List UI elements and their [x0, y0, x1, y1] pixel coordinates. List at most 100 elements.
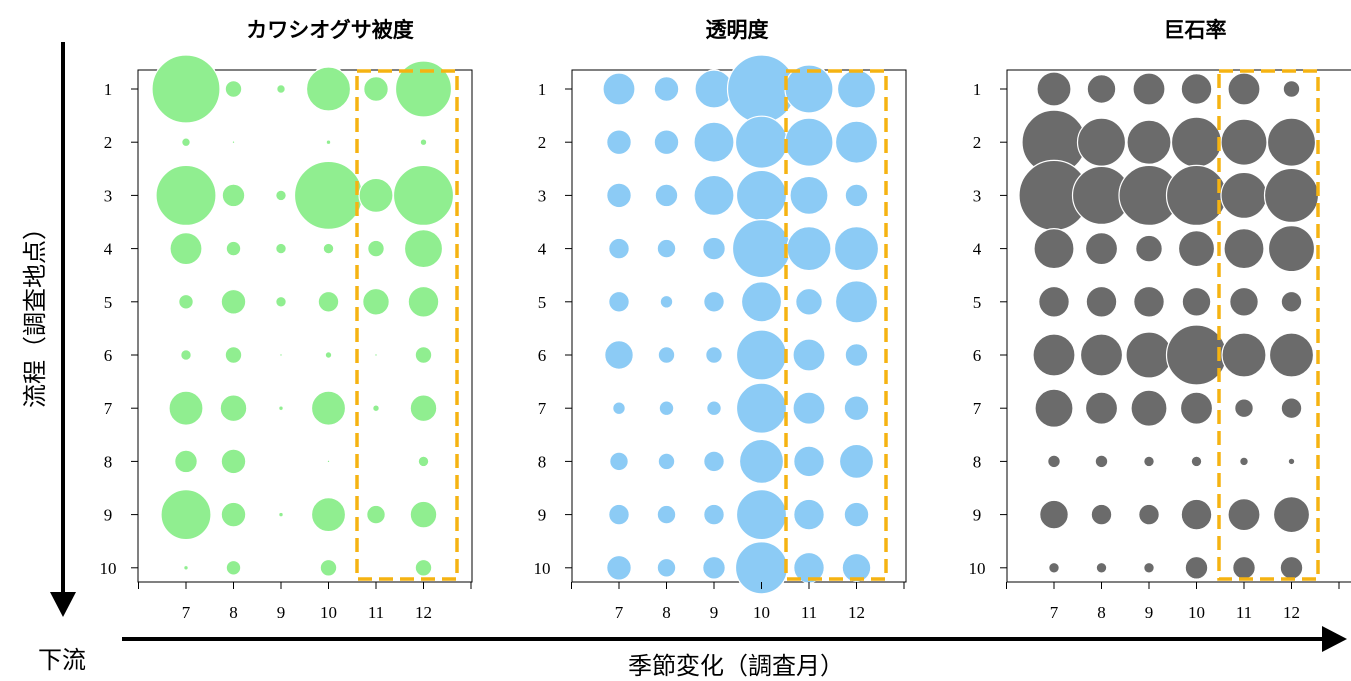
bubble-site-7-month-12 [410, 394, 437, 422]
y-tick-label: 8 [104, 452, 113, 471]
bubble-site-3-month-9 [693, 174, 735, 216]
bubble-site-3-month-8 [655, 184, 678, 207]
bubble-site-8-month-10 [1191, 456, 1202, 467]
bubble-site-10-month-8 [1096, 562, 1107, 574]
bubble-site-3-month-7 [606, 183, 632, 208]
bubble-site-10-month-12 [842, 553, 871, 583]
y-tick-label: 7 [538, 399, 547, 418]
bubble-site-9-month-12 [410, 501, 437, 528]
bubble-site-9-month-7 [1039, 500, 1069, 529]
bubble-site-5-month-9 [703, 291, 725, 313]
bubble-site-2-month-12 [1266, 117, 1317, 167]
bubble-site-7-month-12 [1281, 397, 1302, 419]
bubble-site-1-month-12 [836, 69, 877, 109]
bubble-site-8-month-10 [738, 438, 785, 484]
x-tick-label: 12 [848, 603, 865, 622]
bubble-site-5-month-12 [1281, 291, 1302, 313]
x-tick-label: 11 [368, 603, 384, 622]
flow-arrow [50, 42, 76, 617]
bubble-site-10-month-11 [1232, 556, 1256, 580]
bubble-site-4-month-7 [608, 238, 630, 259]
y-tick-label: 7 [973, 399, 982, 418]
y-tick-label: 5 [973, 293, 982, 312]
bubble-site-2-month-11 [784, 117, 834, 167]
bubble-site-3-month-10 [293, 160, 364, 230]
bubble-site-3-month-11 [1220, 171, 1268, 219]
bubble-site-4-month-7 [1033, 228, 1075, 270]
bubble-site-7-month-12 [844, 395, 869, 421]
bubble-site-4-month-10 [323, 243, 334, 254]
bubble-site-5-month-10 [740, 281, 783, 323]
bubble-site-7-month-9 [1130, 389, 1168, 427]
bubble-site-4-month-9 [275, 243, 287, 254]
y-tick-label: 4 [973, 240, 982, 259]
bubble-site-8-month-9 [1143, 456, 1155, 467]
y-tick-label: 3 [104, 186, 113, 205]
y-tick-label: 10 [534, 559, 551, 578]
bubble-site-2-month-8 [232, 140, 235, 144]
bubble-site-8-month-12 [418, 456, 429, 467]
bubble-site-6-month-11 [374, 353, 378, 357]
y-tick-label: 5 [538, 293, 547, 312]
bubble-site-1-month-7 [1036, 71, 1072, 107]
y-tick-label: 9 [973, 506, 982, 525]
bubble-site-6-month-9 [1125, 331, 1173, 379]
y-tick-label: 5 [104, 293, 113, 312]
bubble-site-4-month-12 [403, 229, 444, 269]
bubble-site-6-month-12 [1268, 332, 1315, 378]
bubble-site-7-month-11 [1234, 398, 1254, 418]
x-tick-label: 8 [1097, 603, 1106, 622]
bubble-site-7-month-7 [168, 390, 204, 426]
x-tick-label: 11 [801, 603, 817, 622]
plot-frame [137, 69, 473, 583]
y-tick-label: 8 [538, 452, 547, 471]
bubble-site-4-month-11 [367, 240, 385, 257]
y-tick-label: 6 [538, 346, 547, 365]
plot-frame [1006, 69, 1351, 583]
bubble-site-3-month-10 [735, 169, 788, 221]
bubble-site-5-month-10 [1182, 287, 1211, 317]
bubble-site-2-month-12 [834, 120, 879, 164]
bubble-site-10-month-12 [1280, 556, 1303, 580]
bubble-site-8-month-7 [174, 450, 198, 473]
y-tick-label: 10 [100, 559, 117, 578]
bubble-site-4-month-10 [731, 219, 792, 279]
bubble-site-6-month-7 [1032, 333, 1076, 377]
bubble-site-6-month-12 [415, 346, 432, 364]
bubble-site-1-month-10 [1181, 73, 1212, 105]
bubble-site-3-month-8 [222, 184, 245, 207]
bubble-site-10-month-7 [1048, 562, 1060, 574]
bubble-site-6-month-7 [180, 349, 192, 361]
bubble-site-6-month-8 [1079, 333, 1124, 377]
y-tick-label: 6 [973, 346, 982, 365]
bubble-site-10-month-12 [415, 559, 432, 577]
bubble-site-4-month-12 [833, 226, 880, 272]
bubble-site-3-month-7 [155, 164, 217, 226]
bubble-site-1-month-11 [1227, 72, 1261, 106]
bubble-site-8-month-8 [1095, 455, 1108, 468]
y-tick-label: 3 [538, 186, 547, 205]
bubble-site-9-month-7 [160, 488, 212, 541]
bubble-site-1-month-9 [1132, 72, 1166, 106]
bubble-site-9-month-8 [1091, 504, 1112, 525]
bubble-site-6-month-9 [705, 346, 723, 364]
bubble-site-9-month-11 [1227, 497, 1261, 532]
bubble-site-3-month-12 [845, 184, 868, 207]
x-tick-label: 9 [277, 603, 286, 622]
bubble-site-1-month-12 [1283, 80, 1300, 98]
bubble-site-4-month-9 [702, 237, 726, 260]
bubble-site-9-month-9 [1138, 504, 1160, 525]
bubble-site-1-month-7 [151, 54, 221, 124]
bubble-site-2-month-7 [606, 129, 632, 155]
bubble-site-3-month-9 [275, 190, 287, 201]
bubble-site-2-month-9 [1126, 119, 1172, 165]
bubble-site-6-month-7 [604, 340, 634, 370]
bubble-site-7-month-10 [1179, 391, 1214, 425]
bubble-site-5-month-9 [275, 296, 287, 308]
bubble-site-9-month-11 [366, 505, 386, 524]
x-tick-label: 12 [415, 603, 432, 622]
